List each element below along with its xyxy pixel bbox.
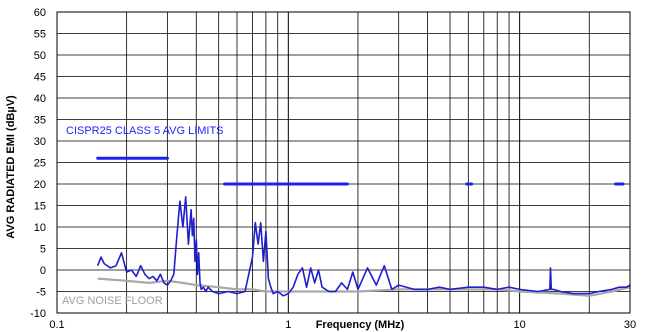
y-tick-label: 40 [34, 93, 46, 105]
y-tick-label: 60 [34, 7, 46, 19]
y-tick-label: 20 [34, 179, 46, 191]
noise-floor-line [97, 277, 631, 297]
x-axis-title: Frequency (MHz) [316, 319, 405, 331]
plot-area [96, 156, 631, 297]
x-tick-label: 10 [514, 319, 526, 331]
y-tick-label: -10 [30, 308, 46, 320]
y-tick-label: 5 [40, 244, 46, 256]
y-tick-label: 0 [40, 265, 46, 277]
y-axis-title: AVG RADIATED EMI (dBµV) [5, 95, 17, 239]
y-tick-label: 55 [34, 29, 46, 41]
noise-floor-annotation: AVG NOISE FLOOR [62, 295, 163, 307]
limits-annotation: CISPR25 CLASS 5 AVG LIMITS [66, 125, 224, 137]
y-tick-label: 45 [34, 72, 46, 84]
grid-lines [56, 11, 631, 314]
plot-frame [56, 11, 631, 314]
x-tick-label: 0.1 [49, 319, 64, 331]
y-tick-label: 35 [34, 115, 46, 127]
y-tick-label: 50 [34, 50, 46, 62]
x-tick-label: 1 [285, 319, 291, 331]
y-tick-label: -5 [36, 287, 46, 299]
y-tick-label: 15 [34, 201, 46, 213]
y-tick-label: 25 [34, 158, 46, 170]
x-tick-labels: 0.1 1 10 30 [49, 319, 636, 331]
y-tick-label: 10 [34, 222, 46, 234]
y-tick-label: 30 [34, 136, 46, 148]
emission-line [96, 196, 631, 297]
x-tick-label: 30 [624, 319, 636, 331]
